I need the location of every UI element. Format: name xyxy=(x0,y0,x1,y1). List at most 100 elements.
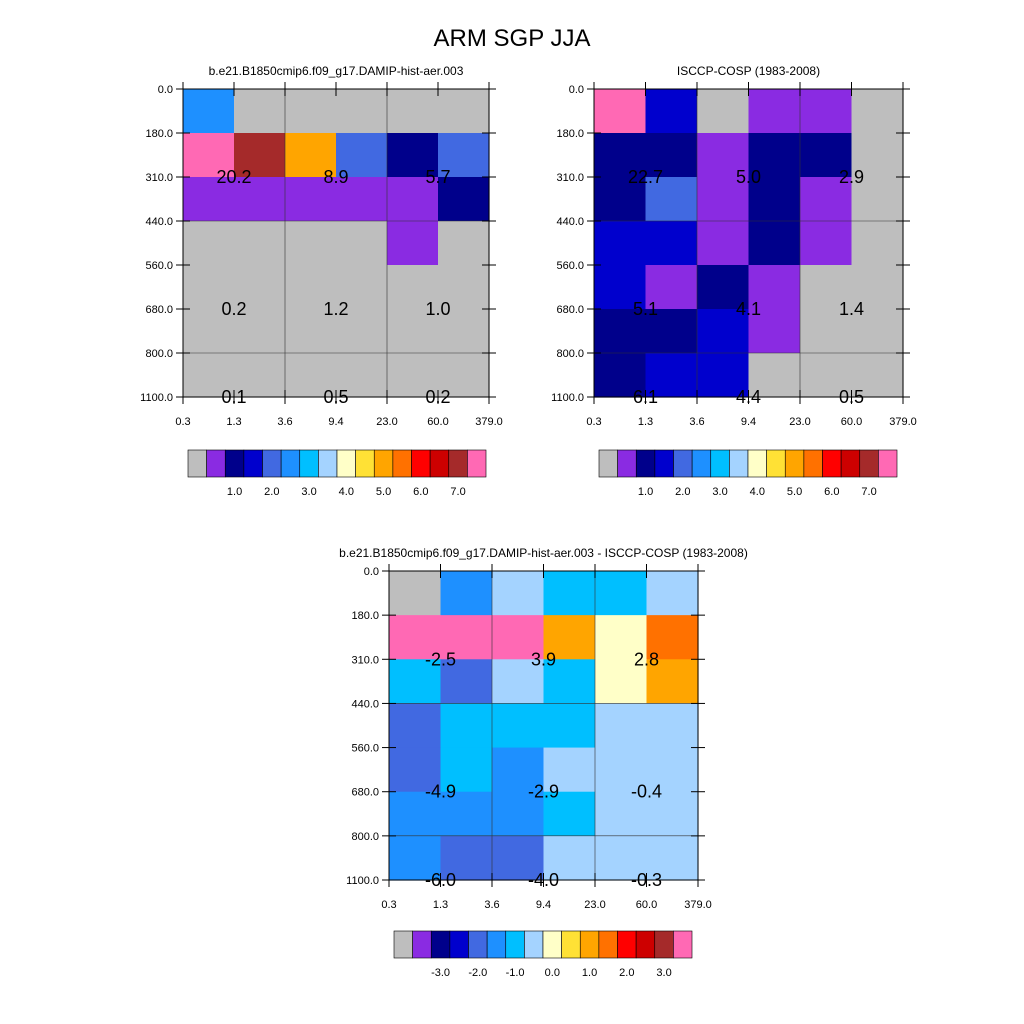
heatmap-cell xyxy=(543,791,596,837)
cell-value-label: -4.9 xyxy=(425,782,456,802)
heatmap-cell xyxy=(645,177,698,222)
heatmap-cell xyxy=(594,89,647,134)
heatmap-cell xyxy=(234,353,286,398)
x-tick-label: 9.4 xyxy=(741,416,756,428)
colorbar-swatch xyxy=(429,449,450,478)
panel-title: b.e21.B1850cmip6.f09_g17.DAMIP-hist-aer.… xyxy=(209,64,464,78)
y-tick-label: 800.0 xyxy=(556,348,584,360)
heatmap-cell xyxy=(389,835,442,881)
heatmap-cell xyxy=(595,571,648,616)
heatmap-cell xyxy=(234,309,286,354)
heatmap-cell xyxy=(438,309,490,354)
heatmap-cell xyxy=(183,133,235,178)
colorbar-label: -1.0 xyxy=(506,967,525,979)
heatmap-panel-obs: ISCCP-COSP (1983-2008) 0.0 180.0 310.0 440.0… xyxy=(551,64,917,498)
heatmap-cell xyxy=(851,177,904,222)
colorbar-label: 1.0 xyxy=(582,967,597,979)
cell-value-label: 4.1 xyxy=(736,299,761,319)
heatmap-cell xyxy=(748,133,801,178)
x-tick-label: 1.3 xyxy=(226,416,241,428)
heatmap-cell xyxy=(851,89,904,134)
cell-value-label: 6.1 xyxy=(633,387,658,407)
colorbar-label: 3.0 xyxy=(712,486,727,498)
y-tick-label: 310.0 xyxy=(351,654,379,666)
cell-value-label: 5.1 xyxy=(633,299,658,319)
panel-title: b.e21.B1850cmip6.f09_g17.DAMIP-hist-aer.… xyxy=(339,546,748,560)
heatmap-cell xyxy=(800,133,853,178)
x-tick-label: 3.6 xyxy=(689,416,704,428)
colorbar-swatch xyxy=(635,449,656,478)
colorbar-swatch xyxy=(859,449,879,478)
heatmap-cell xyxy=(336,177,388,222)
y-tick-label: 1100.0 xyxy=(140,392,173,404)
heatmap-cell xyxy=(543,703,596,749)
heatmap-cell xyxy=(594,353,647,398)
colorbar-swatch xyxy=(598,930,618,959)
cell-value-label: -6.0 xyxy=(425,870,456,890)
heatmap-cell xyxy=(440,791,493,837)
colorbar-swatch xyxy=(448,449,468,478)
colorbar-label: -3.0 xyxy=(431,967,450,979)
colorbar-swatch xyxy=(524,930,544,959)
colorbar-swatch xyxy=(803,449,823,478)
heatmap-cell xyxy=(697,89,750,134)
heatmap-cell xyxy=(389,659,442,705)
cell-value-label: 1.0 xyxy=(425,299,450,319)
cell-value-label: 8.9 xyxy=(323,167,348,187)
heatmap-cell xyxy=(697,265,750,310)
colorbar-swatch xyxy=(784,449,805,478)
heatmap-cell xyxy=(748,353,801,398)
heatmap-cell xyxy=(645,133,698,178)
cell-value-label: 4.4 xyxy=(736,387,761,407)
panel-title: ISCCP-COSP (1983-2008) xyxy=(677,64,820,78)
colorbar-swatch xyxy=(412,930,432,959)
colorbar-swatch xyxy=(635,930,656,959)
colorbar-swatch xyxy=(710,449,730,478)
heatmap-cell xyxy=(438,221,490,266)
heatmap-cell xyxy=(800,177,853,222)
heatmap-cell xyxy=(594,177,647,222)
heatmap-cell xyxy=(234,133,286,178)
colorbar-swatch xyxy=(299,449,319,478)
colorbar-swatch xyxy=(224,449,245,478)
heatmap-cell xyxy=(183,353,235,398)
colorbar-label: 5.0 xyxy=(787,486,802,498)
heatmap-cell xyxy=(234,221,286,266)
x-tick-label: 60.0 xyxy=(427,416,448,428)
colorbar-swatch xyxy=(673,930,693,959)
heatmap-cell xyxy=(543,571,596,616)
colorbar-swatch xyxy=(262,449,282,478)
x-tick-label: 0.3 xyxy=(586,416,601,428)
x-tick-label: 379.0 xyxy=(684,899,712,911)
colorbar-swatch xyxy=(673,449,693,478)
figure-title: ARM SGP JJA xyxy=(434,25,591,52)
y-tick-label: 680.0 xyxy=(145,304,173,316)
heatmap-cell xyxy=(851,265,904,310)
y-tick-label: 800.0 xyxy=(351,831,379,843)
heatmap-cell xyxy=(646,615,699,660)
colorbar-swatch xyxy=(878,449,898,478)
cell-value-label: 2.9 xyxy=(839,167,864,187)
heatmap-cell xyxy=(234,177,286,222)
colorbar-swatch xyxy=(355,449,375,478)
colorbar-label: 7.0 xyxy=(450,486,465,498)
heatmap-cell xyxy=(183,221,235,266)
heatmap-cell xyxy=(336,221,388,266)
colorbar-swatch xyxy=(579,930,600,959)
heatmap-cell xyxy=(800,309,853,354)
heatmap-cell xyxy=(492,703,545,749)
heatmap-cell xyxy=(543,747,596,793)
cell-value-label: 0.5 xyxy=(323,387,348,407)
colorbar-label: 7.0 xyxy=(861,486,876,498)
colorbar-swatch xyxy=(467,449,487,478)
y-tick-label: 0.0 xyxy=(158,84,173,96)
heatmap-cell xyxy=(440,747,493,793)
heatmap-cell xyxy=(285,89,337,134)
colorbar-swatch xyxy=(654,449,674,478)
heatmap-cell xyxy=(440,615,493,660)
heatmap-cell xyxy=(234,265,286,310)
colorbar-swatch xyxy=(840,449,861,478)
heatmap-cell xyxy=(389,791,442,837)
colorbar-label: 4.0 xyxy=(750,486,765,498)
colorbar-swatch xyxy=(747,449,767,478)
